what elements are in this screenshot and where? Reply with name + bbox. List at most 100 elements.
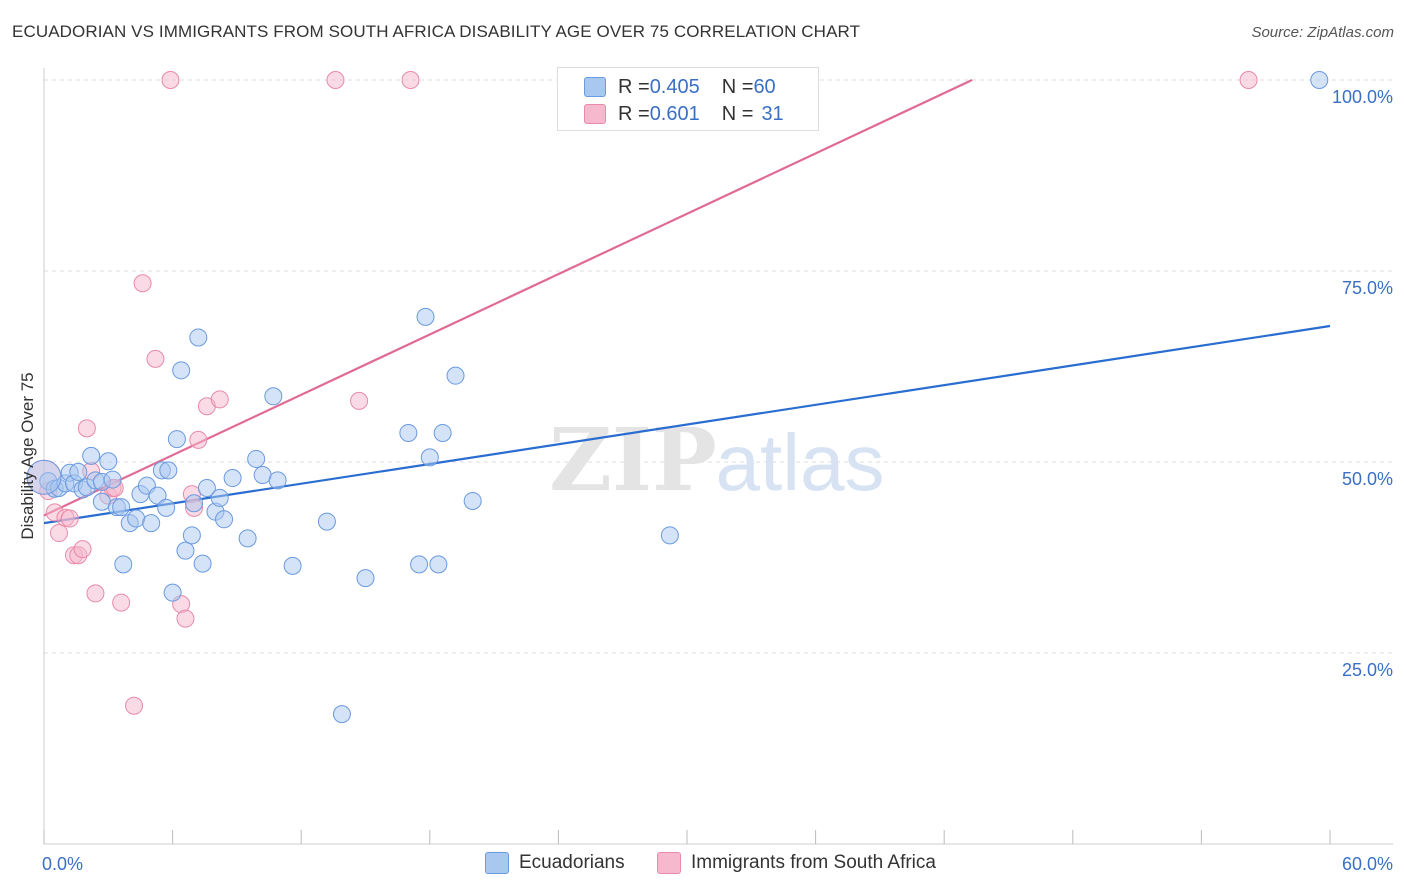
grid-lines (44, 79, 1393, 654)
y-tick-label: 100.0% (1332, 87, 1393, 107)
data-point (210, 488, 229, 507)
data-point (114, 555, 133, 574)
data-point (264, 387, 283, 406)
data-point (268, 471, 287, 490)
legend-n-value: 60 (753, 75, 776, 98)
data-point (185, 494, 204, 513)
data-point (189, 430, 208, 449)
data-point (161, 71, 180, 89)
data-point (26, 459, 62, 495)
data-point (157, 498, 176, 517)
legend-n-label: N = (721, 102, 754, 125)
data-point (416, 307, 435, 326)
data-point (410, 555, 429, 574)
blue-swatch (584, 77, 606, 97)
legend-label: Immigrants from South Africa (691, 852, 936, 873)
data-point (420, 448, 439, 467)
legend-label: Ecuadorians (519, 852, 625, 873)
data-point (253, 465, 272, 484)
data-point (133, 274, 152, 293)
data-point (103, 470, 122, 489)
blue-swatch (485, 852, 509, 874)
legend-row-south-africa: R = 0.601 N = 31 (584, 101, 784, 127)
data-point (69, 462, 88, 481)
data-point (356, 569, 375, 588)
legend-r-value: 0.405 (649, 75, 700, 98)
data-point (197, 478, 216, 497)
data-point (127, 509, 146, 528)
data-point (1310, 71, 1329, 89)
data-point (463, 491, 482, 510)
data-point (99, 452, 118, 471)
legend-r-label: R = (618, 102, 650, 125)
data-point (433, 423, 452, 442)
legend-r-value: 0.601 (649, 102, 700, 125)
data-point (401, 71, 420, 89)
data-point (182, 526, 201, 545)
source-label: Source: ZipAtlas.com (1251, 24, 1394, 41)
data-point (429, 555, 448, 574)
y-tick-label: 50.0% (1342, 469, 1393, 489)
x-tick-label: 60.0% (1342, 854, 1393, 874)
data-point (660, 526, 679, 545)
data-point (146, 349, 165, 368)
chart-title: ECUADORIAN VS IMMIGRANTS FROM SOUTH AFRI… (12, 22, 861, 41)
data-point (172, 361, 191, 380)
legend-item-ecuadorians: Ecuadorians (485, 852, 625, 874)
data-point (167, 430, 186, 449)
x-tick-label: 0.0% (42, 854, 83, 874)
data-point (176, 541, 195, 560)
data-point (112, 593, 131, 612)
data-point (112, 498, 131, 517)
series-legend: Ecuadorians Immigrants from South Africa (0, 852, 1406, 878)
data-point (317, 512, 336, 531)
data-point (148, 486, 167, 505)
legend-item-south-africa: Immigrants from South Africa (657, 852, 936, 874)
data-point (142, 514, 161, 533)
series-ecuadorians-points (26, 71, 1329, 724)
data-point (332, 705, 351, 724)
data-point (77, 419, 96, 438)
data-point (176, 609, 195, 628)
legend-r-label: R = (618, 75, 650, 98)
data-point (350, 391, 369, 410)
data-point (82, 446, 101, 465)
data-point (159, 461, 178, 480)
y-tick-label: 25.0% (1342, 660, 1393, 680)
legend-n-value: 31 (761, 102, 784, 125)
legend-n-label: N = (721, 75, 754, 98)
data-point (1239, 71, 1258, 89)
series-south-africa-points (26, 71, 1258, 715)
data-point (50, 524, 69, 543)
data-point (193, 554, 212, 573)
legend-row-ecuadorians: R = 0.405 N = 60 (584, 74, 776, 100)
watermark-atlas: atlas (716, 418, 885, 507)
data-point (283, 556, 302, 575)
data-point (60, 509, 79, 528)
data-point (73, 540, 92, 559)
watermark-zip: ZIP (549, 410, 717, 511)
data-point (399, 423, 418, 442)
data-point (223, 469, 242, 488)
data-point (247, 449, 266, 468)
data-point (238, 529, 257, 548)
data-point (189, 328, 208, 347)
pink-swatch (584, 104, 606, 124)
data-point (210, 390, 229, 409)
data-point (125, 696, 144, 715)
data-point (446, 366, 465, 385)
pink-swatch (657, 852, 681, 874)
axes (43, 68, 1393, 845)
trend-line (43, 324, 1331, 525)
data-point (163, 583, 182, 602)
y-tick-label: 75.0% (1342, 278, 1393, 298)
data-point (92, 492, 111, 511)
tick-labels: 25.0% 50.0% 75.0% 100.0% 0.0% 60.0% (42, 87, 1393, 874)
correlation-legend: R = 0.405 N = 60 R = 0.601 N = 31 (557, 67, 819, 131)
watermark: ZIP atlas (549, 410, 884, 511)
data-point (86, 584, 105, 603)
data-point (215, 510, 234, 529)
y-axis-label: Disability Age Over 75 (18, 372, 37, 539)
data-point (326, 71, 345, 89)
